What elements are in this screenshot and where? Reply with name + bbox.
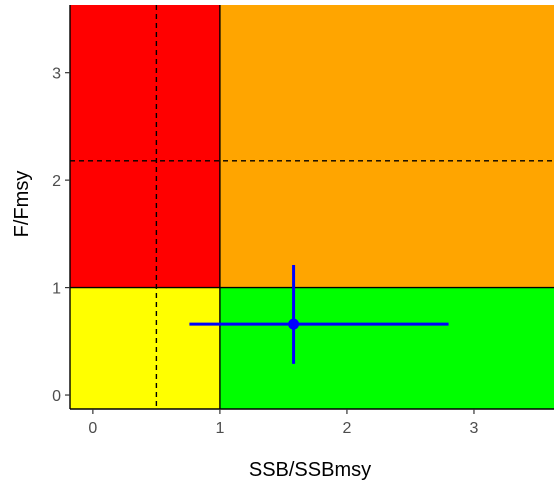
reference-line-layer	[70, 5, 554, 409]
data-point	[288, 318, 300, 330]
quadrant-overfishing	[219, 5, 554, 288]
axis-layer: 0 1 2 3 0 1 2 3	[52, 5, 554, 437]
quadrant-layer	[70, 5, 554, 409]
y-tick-label: 0	[52, 388, 61, 405]
x-tick-label: 3	[470, 420, 479, 437]
x-tick-label: 2	[342, 420, 351, 437]
y-tick-label: 1	[52, 281, 61, 298]
y-axis-title: F/Fmsy	[11, 171, 33, 238]
quadrant-overfished-overfishing	[70, 5, 220, 288]
point-layer	[189, 265, 449, 364]
boundary-layer	[70, 5, 554, 409]
quadrant-overfished	[70, 287, 220, 409]
x-tick-label: 1	[215, 420, 224, 437]
y-tick-label: 3	[52, 66, 61, 83]
quadrant-healthy	[219, 287, 554, 409]
x-tick-label: 0	[88, 420, 97, 437]
x-axis-title: SSB/SSBmsy	[249, 459, 371, 481]
y-tick-label: 2	[52, 173, 61, 190]
